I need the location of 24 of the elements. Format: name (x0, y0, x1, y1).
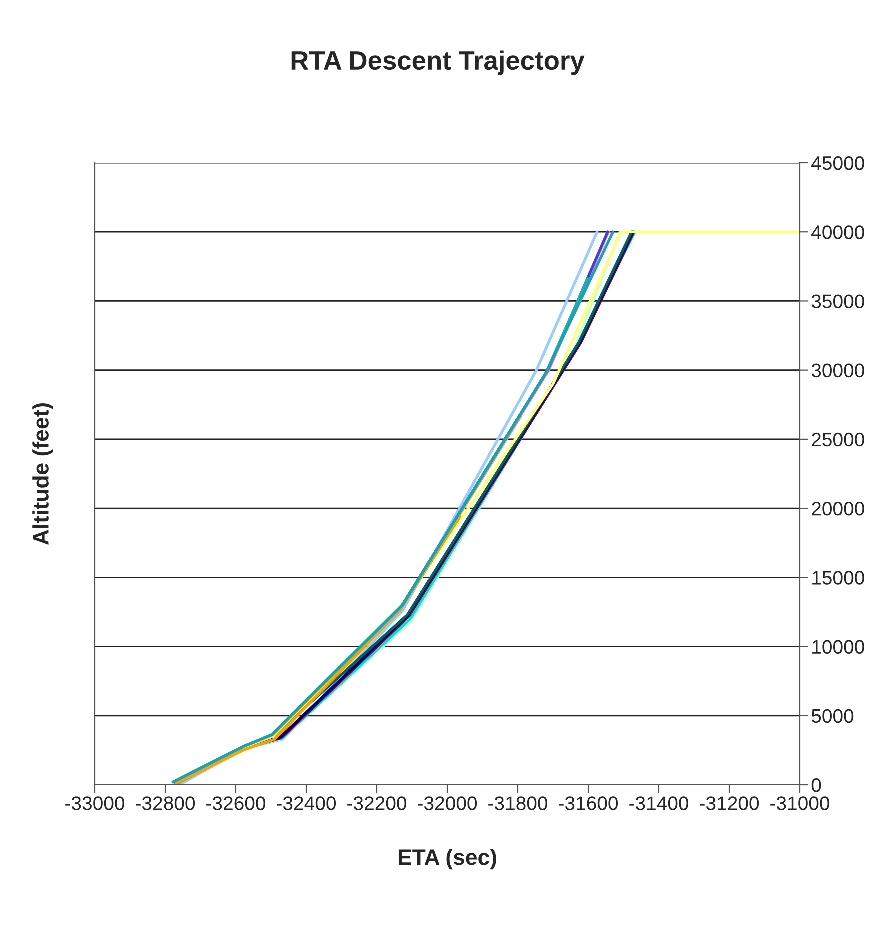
y-tick-label: 30000 (812, 364, 864, 378)
x-tick-label: -31200 (700, 796, 760, 810)
y-tick-label: 5000 (812, 709, 854, 724)
y-tick-label: 0 (812, 778, 822, 792)
x-tick-label: -32600 (206, 796, 266, 810)
y-tick-label: 20000 (812, 502, 864, 516)
x-tick-label: -31000 (770, 796, 830, 810)
x-tick-label: -32800 (136, 796, 196, 810)
x-tick-label: -31800 (488, 796, 548, 810)
x-tick-label: -33000 (66, 796, 125, 810)
y-tick-label: 40000 (812, 226, 864, 240)
x-tick-label: -31400 (630, 796, 689, 810)
x-tick-label: -31600 (559, 796, 618, 810)
x-tick-label: -32000 (418, 796, 478, 810)
chart-title: RTA Descent Trajectory (292, 50, 585, 76)
y-tick-label: 15000 (812, 571, 864, 585)
x-tick-label: -32400 (277, 796, 336, 810)
y-tick-label: 25000 (812, 432, 864, 447)
y-axis-title: Altitude (feet) (32, 404, 54, 546)
y-tick-label: 45000 (812, 156, 864, 170)
y-tick-label: 10000 (812, 640, 864, 654)
x-axis-title: ETA (sec) (398, 848, 496, 870)
x-tick-label: -32200 (348, 796, 407, 810)
y-tick-label: 35000 (812, 294, 864, 308)
